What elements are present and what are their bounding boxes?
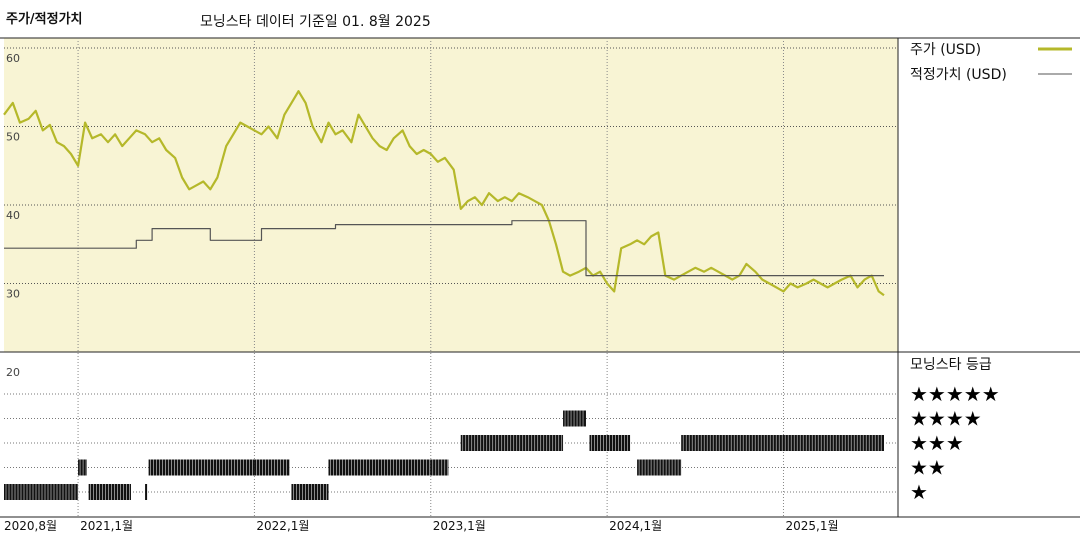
rating-bar — [291, 484, 329, 500]
y-axis-ticks: 60 50 40 30 20 — [6, 52, 20, 379]
rating-bar — [78, 459, 87, 476]
chart-title: 주가/적정가치 — [6, 12, 83, 27]
y-tick-label: 60 — [6, 52, 20, 65]
x-tick-label: 2024,1월 — [609, 519, 662, 533]
data-date-subtitle: 모닝스타 데이터 기준일 01. 8월 2025 — [200, 14, 431, 30]
rating-legend-stars: ★ — [910, 480, 928, 504]
rating-bar — [145, 484, 148, 500]
x-tick-label: 2023,1월 — [433, 519, 486, 533]
rating-bar — [460, 435, 564, 451]
rating-bar — [4, 484, 79, 500]
y-tick-label: 30 — [6, 288, 20, 301]
rating-bar — [681, 435, 884, 451]
x-tick-label: 2020,8월 — [4, 519, 57, 533]
rating-bar — [430, 459, 449, 476]
rating-legend-stars: ★★★ — [910, 431, 964, 455]
series-lines — [3, 90, 885, 297]
x-tick-label: 2022,1월 — [256, 519, 309, 533]
rating-bar — [563, 410, 586, 427]
rating-bars — [4, 410, 884, 500]
legend-fair-label: 적정가치 (USD) — [910, 67, 1007, 83]
rating-legend: ★★★★★★★★★★★★★★★ — [910, 382, 1000, 504]
price-plot-background — [4, 38, 898, 352]
x-tick-label: 2021,1월 — [80, 519, 133, 533]
rating-legend-stars: ★★★★ — [910, 407, 982, 431]
rating-bar — [637, 459, 682, 476]
rating-title: 모닝스타 등급 — [910, 357, 992, 373]
x-tick-label: 2025,1월 — [785, 519, 838, 533]
x-axis-ticks: 2020,8월 2021,1월 2022,1월 2023,1월 2024,1월 2025,… — [4, 519, 839, 533]
rating-plot-background — [4, 352, 898, 517]
rating-legend-stars: ★★★★★ — [910, 382, 1000, 406]
y-tick-label: 50 — [6, 131, 20, 144]
rating-legend-stars: ★★ — [910, 456, 946, 480]
y-tick-label: 40 — [6, 209, 20, 222]
rating-bar — [88, 484, 131, 500]
fair-value-series-line — [4, 220, 884, 277]
y-tick-label: 20 — [6, 366, 20, 379]
rating-bar — [328, 459, 431, 476]
rating-bar — [254, 459, 290, 476]
legend-price-label: 주가 (USD) — [910, 42, 981, 58]
